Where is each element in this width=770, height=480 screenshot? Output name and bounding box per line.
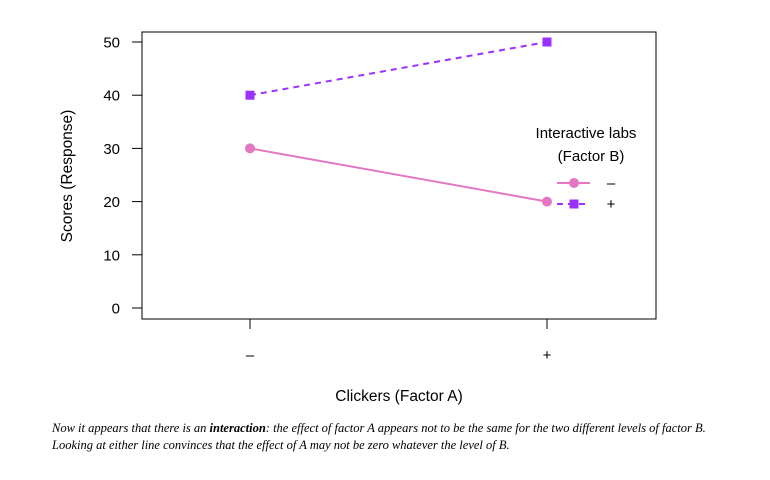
legend: Interactive labs (Factor B) –+ <box>536 125 637 213</box>
data-point <box>245 90 255 100</box>
legend-title-line2: (Factor B) <box>558 148 625 165</box>
y-tick-label: 10 <box>103 247 120 264</box>
legend-marker <box>569 199 579 209</box>
legend-entry-label: – <box>607 175 616 192</box>
x-tick-label: + <box>543 347 552 364</box>
series-line <box>249 147 548 203</box>
axes: 0 10 20 30 40 50 – + <box>103 35 551 365</box>
caption-text-1: Now it appears that there is an <box>52 421 210 435</box>
series-layer <box>245 37 552 207</box>
caption-emphasis: interaction <box>209 421 266 435</box>
legend-marker <box>569 178 579 188</box>
figure-caption: Now it appears that there is an interact… <box>52 420 732 454</box>
y-axis-label: Scores (Response) <box>59 110 76 243</box>
data-point <box>245 143 255 154</box>
legend-title-line1: Interactive labs <box>536 125 637 142</box>
y-tick-label: 30 <box>103 141 120 158</box>
series-line <box>249 41 548 97</box>
plot-frame <box>141 31 657 320</box>
y-tick-label: 0 <box>112 301 120 318</box>
x-tick-label: – <box>246 347 255 364</box>
y-tick-label: 20 <box>103 194 120 211</box>
x-axis-label: Clickers (Factor A) <box>335 388 462 405</box>
legend-entry-label: + <box>607 196 616 213</box>
y-tick-label: 40 <box>103 88 120 105</box>
legend-entries: –+ <box>557 175 616 213</box>
data-point <box>542 196 552 207</box>
y-tick-label: 50 <box>103 35 120 52</box>
data-point <box>542 37 552 47</box>
caption-text-2: : the effect of factor A appears not to … <box>52 421 706 452</box>
